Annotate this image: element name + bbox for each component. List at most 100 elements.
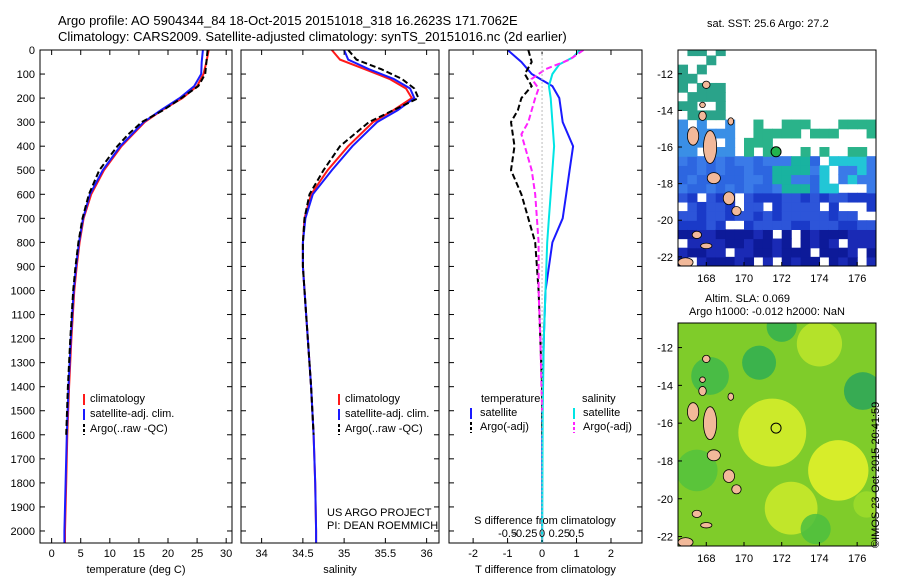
sst-cell <box>810 192 821 203</box>
sst-cell <box>772 174 783 185</box>
sst-cell <box>753 183 764 194</box>
legend-label: Argo(..raw -QC) <box>90 423 168 435</box>
sst-cell <box>810 128 821 139</box>
sst-cell <box>791 174 802 185</box>
s-tick-label: 0.25 <box>549 528 570 540</box>
sst-cell <box>687 156 698 166</box>
map-x-tick-label: 174 <box>810 553 828 565</box>
sst-cell <box>725 256 736 266</box>
island <box>699 376 706 383</box>
sst-cell <box>715 82 726 93</box>
sst-cell <box>678 82 689 93</box>
sst-cell <box>810 201 821 212</box>
sst-cell <box>706 165 717 176</box>
sst-cell <box>762 238 773 249</box>
sst-cell <box>819 128 830 139</box>
sst-cell <box>866 192 876 203</box>
sst-cell <box>828 229 839 240</box>
sst-cell <box>800 147 811 157</box>
island <box>727 117 735 126</box>
sst-cell <box>687 73 698 84</box>
sst-cell <box>781 247 792 258</box>
sst-cell <box>791 201 802 212</box>
sst-cell <box>762 211 773 221</box>
y-tick-label: 1200 <box>11 334 35 346</box>
sst-cell <box>678 119 689 130</box>
float-position-marker <box>770 422 782 434</box>
sst-cell <box>715 110 726 121</box>
sst-cell <box>734 238 745 249</box>
sst-cell <box>781 192 792 203</box>
sst-cell <box>762 220 773 230</box>
island <box>687 126 700 146</box>
sst-cell <box>715 256 726 266</box>
sst-cell <box>810 229 821 240</box>
sla-blob <box>800 513 831 545</box>
y-tick-label: 1300 <box>11 358 35 370</box>
sst-cell <box>696 165 707 176</box>
sst-cell <box>847 165 858 176</box>
map-y-tick-label: -16 <box>657 418 673 430</box>
map-x-tick-label: 172 <box>773 273 791 285</box>
sst-cell <box>800 211 811 221</box>
island <box>702 80 711 89</box>
sla-blob <box>853 491 876 518</box>
island <box>699 101 706 109</box>
legend-label: Argo(..raw -QC) <box>345 423 423 435</box>
sst-cell <box>744 192 755 203</box>
sst-cell <box>781 174 792 185</box>
legend-label: satellite <box>583 407 620 419</box>
island <box>727 392 735 401</box>
sst-cell <box>734 183 745 194</box>
map-y-tick-label: -12 <box>657 69 673 81</box>
sst-cell <box>866 238 876 249</box>
sst-cell <box>744 174 755 185</box>
legend-label: Argo(-adj) <box>480 421 529 433</box>
sst-cell <box>762 174 773 185</box>
y-tick-label: 900 <box>17 261 35 273</box>
sst-cell <box>781 201 792 212</box>
y-tick-label: 100 <box>17 69 35 81</box>
sst-cell <box>847 247 858 258</box>
y-tick-label: 200 <box>17 93 35 105</box>
sst-cell <box>678 101 689 112</box>
sst-cell <box>866 119 876 130</box>
sst-cell <box>734 156 745 166</box>
sst-cell <box>838 192 849 203</box>
series-group <box>301 50 420 543</box>
series-line-temperature-satellite <box>506 50 575 543</box>
sst-cell <box>847 174 858 185</box>
x-tick-label: 2 <box>608 548 614 560</box>
sst-cell <box>762 229 773 240</box>
sst-cell <box>828 156 839 166</box>
sst-cell <box>734 174 745 185</box>
sst-cell <box>753 247 764 258</box>
sla-blob <box>808 440 869 501</box>
sst-cell <box>828 256 839 266</box>
sst-cell <box>753 211 764 221</box>
sst-cell <box>696 156 707 166</box>
series-line-argo-raw-qc- <box>301 50 420 435</box>
sst-cell <box>819 211 830 221</box>
sst-cell <box>744 165 755 176</box>
map-x-tick-label: 170 <box>735 553 753 565</box>
sst-cell <box>715 50 726 57</box>
sst-cell <box>696 256 707 266</box>
sla-map <box>678 323 876 546</box>
sst-cell <box>866 183 876 194</box>
sst-cell <box>687 165 698 176</box>
sst-cell <box>753 192 764 203</box>
legend-label: Argo(-adj) <box>583 421 632 433</box>
legend-header-temperature: temperature <box>481 393 540 405</box>
map-x-tick-label: 168 <box>697 273 715 285</box>
sst-cell <box>753 165 764 176</box>
map-y-tick-label: -20 <box>657 215 673 227</box>
x-tick-label: 34 <box>256 548 268 560</box>
s-tick-label: -0.5 <box>498 528 517 540</box>
sst-cell <box>819 238 830 249</box>
sst-map-title: sat. SST: 25.6 Argo: 27.2 <box>707 18 829 30</box>
legend-label: satellite <box>480 407 517 419</box>
panel-frame <box>448 49 643 544</box>
series-group <box>506 50 584 543</box>
sst-cell <box>838 256 849 266</box>
